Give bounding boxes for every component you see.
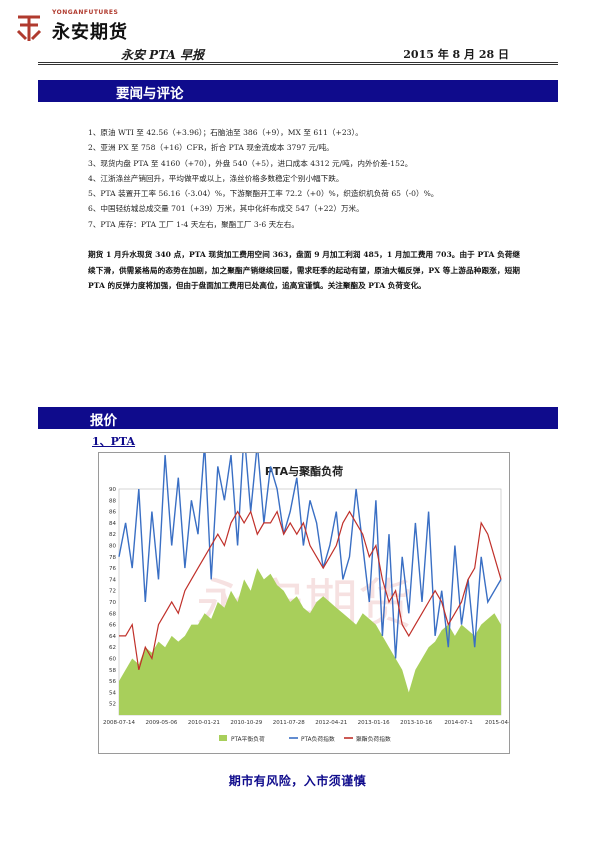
series-line-polyester-load [119,510,502,670]
news-section-title: 要闻与评论 [116,86,184,102]
logo-mark-icon [12,11,46,45]
x-tick-label: 2014-07-1 [444,720,472,726]
y-tick-label: 84 [109,521,116,527]
report-title: 永安 PTA 早报 [121,48,204,62]
legend-label: PTA平衡负荷 [231,735,265,743]
logo-name: 永安期货 [52,22,128,43]
pta-subheading: 1、PTA [92,435,136,448]
legend-label: PTA负荷指数 [301,735,335,743]
y-tick-label: 52 [109,702,116,708]
quote-section-bar: 报价 [38,407,558,429]
y-tick-label: 56 [109,679,116,685]
x-tick-label: 2010-01-21 [188,720,220,726]
market-comment: 期货 1 月升水现货 340 点，PTA 现货加工费用空间 363，盘面 9 月… [88,250,520,290]
y-tick-label: 66 [109,623,116,629]
news-item: 7、PTA 库存：PTA 工厂 1-4 天左右，聚酯工厂 3-6 天左右。 [88,219,299,229]
y-tick-label: 88 [109,498,116,504]
logo-tagline: YONGANFUTURES [52,9,119,16]
news-item: 4、江浙涤丝产销回升，平均做平或以上，涤丝价格多数稳定个别小幅下跌。 [88,173,344,183]
y-tick-label: 54 [109,690,116,696]
y-tick-label: 68 [109,611,116,617]
x-tick-label: 2010-10-29 [230,720,262,726]
y-tick-label: 70 [109,600,116,606]
pta-load-chart: PTA与聚酯负荷 永安期货 90 88 86 84 82 80 78 76 74 72 70 68 66 64… [98,452,510,754]
y-tick-label: 60 [109,657,116,663]
legend-label: 聚酯负荷指数 [356,735,391,743]
news-item: 5、PTA 装置开工率 56.16（-3.04）%，下游聚酯开工率 72.2（+… [88,189,439,199]
y-tick-label: 90 [109,487,116,493]
series-line-pta-load [118,453,502,659]
chart-title: PTA与聚酯负荷 [265,464,343,478]
x-tick-label: 2013-01-16 [358,720,390,726]
x-tick-label: 2011-07-28 [273,720,305,726]
y-tick-label: 86 [109,510,116,516]
y-tick-label: 78 [109,555,116,561]
y-tick-label: 62 [109,645,116,651]
legend-swatch [219,735,227,741]
y-tick-label: 64 [109,634,116,640]
x-tick-label: 2008-07-14 [103,720,135,726]
y-tick-label: 58 [109,668,116,674]
chart-canvas: PTA与聚酯负荷永安期货9088868482807876747270686664… [103,453,509,743]
news-list: 1、原油 WTI 至 42.56（+3.96）；石脑油至 386（+9），MX … [88,125,558,232]
series-area-pta-balance [119,568,501,715]
x-tick-label: 2015-04-37 [485,720,509,726]
y-tick-label: 82 [109,532,116,538]
header-rule [38,62,558,63]
x-tick-label: 2012-04-21 [315,720,347,726]
news-section-bar: 要闻与评论 [38,80,558,102]
news-item: 3、现货内盘 PTA 至 4160（+70），外盘 540（+5），进口成本 4… [88,158,413,168]
x-tick-label: 2009-05-06 [145,720,177,726]
news-item: 6、中国轻纺城总成交量 701（+39）万米，其中化纤布成交 547（+22）万… [88,204,364,214]
header-rule-second [38,64,558,65]
company-logo: YONGANFUTURES 永安期货 [12,9,142,47]
quote-section-title: 报价 [90,413,117,429]
x-tick-label: 2013-10-16 [400,720,432,726]
y-tick-label: 80 [109,544,116,550]
risk-warning: 期市有风险，入市须谨慎 [228,774,367,788]
y-tick-label: 74 [109,577,116,583]
report-date: 2015 年 8 月 28 日 [403,48,509,61]
news-item: 1、原油 WTI 至 42.56（+3.96）；石脑油至 386（+9），MX … [88,128,363,137]
news-item: 2、亚洲 PX 至 758（+16）CFR，折合 PTA 现金流成本 3797 … [88,143,334,153]
y-tick-label: 72 [109,589,116,595]
y-tick-label: 76 [109,566,116,572]
